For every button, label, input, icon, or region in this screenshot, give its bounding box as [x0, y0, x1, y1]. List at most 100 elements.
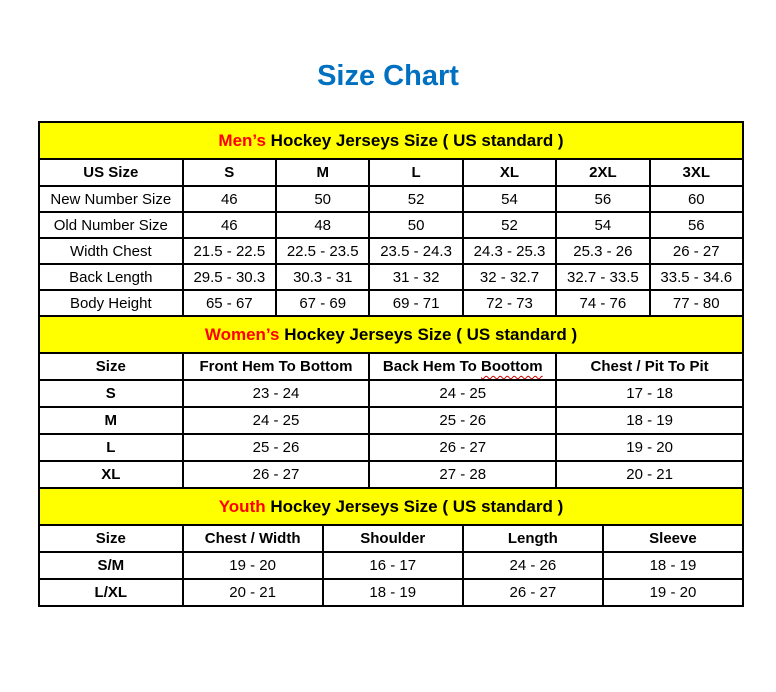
mens-value-cell: 21.5 - 22.5 — [181, 237, 278, 265]
mens-value-cell: 25.3 - 26 — [555, 237, 651, 265]
mens-value-cell: 60 — [648, 185, 745, 213]
womens-section-heading: Women’s Hockey Jerseys Size ( US standar… — [38, 315, 744, 354]
youth-column-header-row: Size Chest / Width Shoulder Length Sleeve — [38, 524, 745, 553]
mens-value-cell: 22.5 - 23.5 — [274, 237, 371, 265]
womens-value-cell: 27 - 28 — [368, 460, 558, 489]
youth-column-header: Size — [38, 524, 184, 553]
youth-data-row: L/XL 20 - 21 18 - 19 26 - 27 19 - 20 — [38, 578, 745, 607]
womens-row-label: S — [38, 379, 184, 408]
womens-value-cell: 20 - 21 — [555, 460, 744, 489]
youth-heading-keyword: Youth — [218, 496, 266, 516]
mens-value-cell: 67 - 69 — [274, 289, 371, 317]
mens-value-cell: 46 — [181, 185, 278, 213]
youth-column-header: Shoulder — [321, 524, 464, 553]
size-chart-page: Size Chart Men’s Hockey Jerseys Size ( U… — [38, 60, 745, 607]
mens-section-heading: Men’s Hockey Jerseys Size ( US standard … — [38, 121, 744, 160]
womens-value-cell: 24 - 25 — [181, 406, 371, 435]
misspelled-word: Boottom — [481, 358, 543, 375]
youth-value-cell: 18 - 19 — [321, 578, 464, 607]
mens-value-cell: 65 - 67 — [181, 289, 278, 317]
womens-column-header-row: Size Front Hem To Bottom Back Hem To Boott… — [38, 352, 744, 381]
womens-column-header: Back Hem To Boottom — [368, 352, 558, 381]
mens-value-cell: 50 — [274, 185, 371, 213]
mens-value-cell: 48 — [274, 211, 371, 239]
mens-value-cell: 23.5 - 24.3 — [368, 237, 464, 265]
womens-row-label: XL — [38, 460, 184, 489]
mens-row-label: New Number Size — [38, 185, 184, 213]
womens-value-cell: 25 - 26 — [181, 433, 371, 462]
youth-data-row: S/M 19 - 20 16 - 17 24 - 26 18 - 19 — [38, 551, 745, 580]
womens-heading-keyword: Women’s — [204, 324, 280, 344]
womens-value-cell: 25 - 26 — [368, 406, 558, 435]
mens-value-cell: 26 - 27 — [648, 237, 745, 265]
youth-row-label: S/M — [38, 551, 184, 580]
mens-data-row: Old Number Size 46 48 50 52 54 56 — [38, 211, 745, 239]
mens-value-cell: 24.3 - 25.3 — [461, 237, 558, 265]
mens-value-cell: 32 - 32.7 — [461, 263, 558, 291]
youth-row-label: L/XL — [38, 578, 184, 607]
mens-data-row: Width Chest 21.5 - 22.5 22.5 - 23.5 23.5 - … — [38, 237, 745, 265]
mens-value-cell: 52 — [461, 211, 558, 239]
mens-value-cell: 52 — [368, 185, 464, 213]
mens-column-header: L — [368, 158, 464, 187]
youth-column-header: Length — [461, 524, 604, 553]
womens-data-row: L 25 - 26 26 - 27 19 - 20 — [38, 433, 744, 462]
womens-size-table: Women’s Hockey Jerseys Size ( US standar… — [38, 315, 744, 489]
mens-section-heading-row: Men’s Hockey Jerseys Size ( US standard … — [38, 121, 744, 160]
youth-value-cell: 24 - 26 — [461, 551, 604, 580]
youth-section-heading-row: Youth Hockey Jerseys Size ( US standard … — [38, 487, 744, 526]
mens-value-cell: 29.5 - 30.3 — [181, 263, 278, 291]
mens-column-header: 2XL — [555, 158, 651, 187]
womens-value-cell: 19 - 20 — [555, 433, 744, 462]
womens-column-header: Front Hem To Bottom — [181, 352, 371, 381]
womens-value-cell: 26 - 27 — [368, 433, 558, 462]
mens-value-cell: 72 - 73 — [461, 289, 558, 317]
mens-data-row: New Number Size 46 50 52 54 56 60 — [38, 185, 745, 213]
mens-heading-text: Hockey Jerseys Size ( US standard ) — [265, 130, 564, 150]
youth-section-heading: Youth Hockey Jerseys Size ( US standard … — [38, 487, 744, 526]
mens-row-label: Old Number Size — [38, 211, 184, 239]
womens-data-row: XL 26 - 27 27 - 28 20 - 21 — [38, 460, 744, 489]
womens-column-header: Size — [38, 352, 184, 381]
mens-column-header: XL — [461, 158, 558, 187]
mens-value-cell: 74 - 76 — [555, 289, 651, 317]
youth-column-header: Sleeve — [601, 524, 745, 553]
womens-section-heading-row: Women’s Hockey Jerseys Size ( US standar… — [38, 315, 744, 354]
mens-value-cell: 30.3 - 31 — [274, 263, 371, 291]
womens-row-label: M — [38, 406, 184, 435]
youth-value-cell: 26 - 27 — [461, 578, 604, 607]
mens-value-cell: 50 — [368, 211, 464, 239]
youth-value-cell: 18 - 19 — [601, 551, 745, 580]
mens-column-header: 3XL — [648, 158, 745, 187]
womens-value-cell: 26 - 27 — [181, 460, 371, 489]
mens-value-cell: 33.5 - 34.6 — [648, 263, 745, 291]
womens-heading-text: Hockey Jerseys Size ( US standard ) — [279, 324, 578, 344]
womens-value-cell: 23 - 24 — [181, 379, 371, 408]
mens-value-cell: 69 - 71 — [368, 289, 464, 317]
mens-column-header: M — [274, 158, 371, 187]
mens-value-cell: 32.7 - 33.5 — [555, 263, 651, 291]
mens-column-header-row: US Size S M L XL 2XL 3XL — [38, 158, 745, 187]
youth-size-table: Youth Hockey Jerseys Size ( US standard … — [38, 487, 745, 607]
mens-column-header: US Size — [38, 158, 184, 187]
mens-value-cell: 56 — [555, 185, 651, 213]
mens-heading-keyword: Men’s — [218, 130, 266, 150]
mens-data-row: Back Length 29.5 - 30.3 30.3 - 31 31 - 32 32… — [38, 263, 745, 291]
mens-value-cell: 54 — [555, 211, 651, 239]
mens-row-label: Back Length — [38, 263, 184, 291]
youth-value-cell: 20 - 21 — [181, 578, 324, 607]
size-tables-container: Men’s Hockey Jerseys Size ( US standard … — [38, 121, 745, 607]
youth-value-cell: 19 - 20 — [181, 551, 324, 580]
youth-column-header: Chest / Width — [181, 524, 324, 553]
mens-value-cell: 46 — [181, 211, 278, 239]
page-title: Size Chart — [317, 60, 459, 92]
mens-value-cell: 54 — [461, 185, 558, 213]
youth-value-cell: 16 - 17 — [321, 551, 464, 580]
womens-row-label: L — [38, 433, 184, 462]
womens-data-row: S 23 - 24 24 - 25 17 - 18 — [38, 379, 744, 408]
womens-column-header: Chest / Pit To Pit — [555, 352, 744, 381]
youth-value-cell: 19 - 20 — [601, 578, 745, 607]
mens-row-label: Body Height — [38, 289, 184, 317]
womens-data-row: M 24 - 25 25 - 26 18 - 19 — [38, 406, 744, 435]
womens-value-cell: 17 - 18 — [555, 379, 744, 408]
